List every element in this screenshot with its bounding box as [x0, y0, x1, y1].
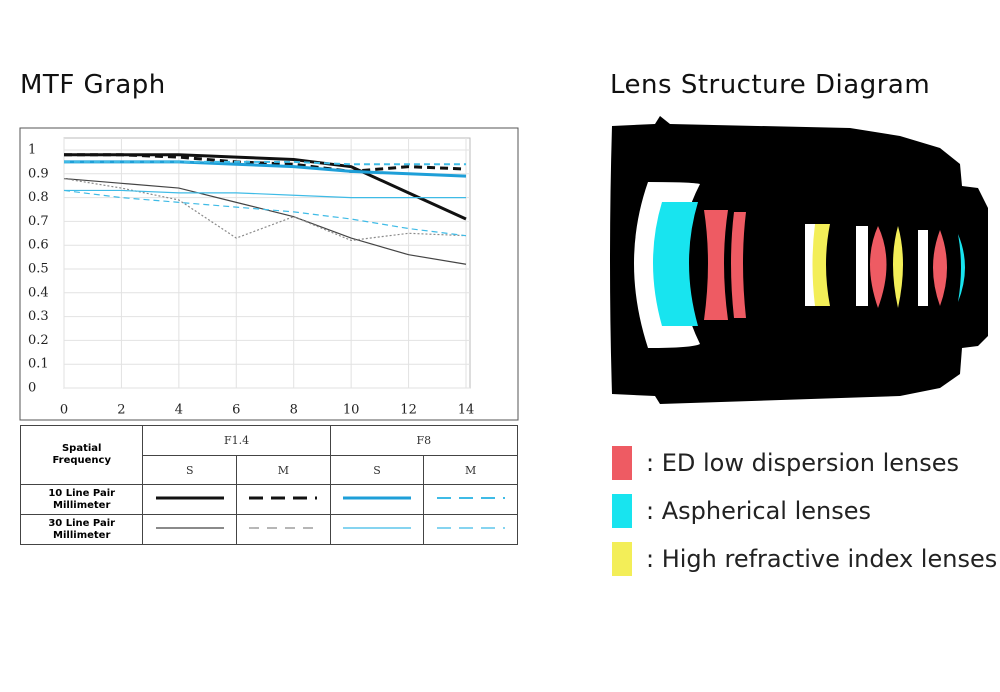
- direction-header: S: [142, 455, 238, 485]
- y-tick-label: 0.9: [28, 166, 49, 181]
- lens-title: Lens Structure Diagram: [610, 70, 931, 100]
- y-tick-label: 0: [28, 381, 36, 396]
- chart: 00.10.20.30.40.50.60.70.80.910 2 4 6 8 10 12 14: [19, 127, 519, 421]
- lens-element: [731, 212, 746, 318]
- table-corner: Spatial Frequency: [19, 425, 144, 485]
- x-tick-label: 2: [117, 403, 125, 418]
- legend-swatch: [612, 494, 632, 528]
- y-tick-label: 0.2: [28, 333, 49, 348]
- legend-sample: [343, 496, 411, 500]
- legend-cell: [329, 484, 425, 515]
- legend-sample: [436, 497, 505, 499]
- legend-item: : ED low dispersion lenses: [612, 446, 959, 480]
- legend-sample: [436, 527, 505, 529]
- legend-cell: [329, 514, 425, 545]
- legend-label: : Aspherical lenses: [646, 497, 871, 525]
- lens-element: [933, 230, 947, 306]
- x-tick-label: 12: [400, 403, 417, 418]
- direction-header: M: [423, 455, 518, 485]
- legend-table: Spatial Frequency F1.4 F8 S M S M 10 Line Pair …: [19, 425, 519, 545]
- y-tick-label: 0.6: [28, 238, 49, 253]
- legend-sample: [249, 496, 318, 500]
- x-tick-label: 4: [175, 403, 183, 418]
- legend-cell: [423, 514, 518, 545]
- series-line: [64, 160, 466, 166]
- legend-cell: [423, 484, 518, 515]
- chart-frame: [19, 127, 519, 421]
- direction-header: S: [329, 455, 425, 485]
- x-tick-label: 8: [290, 403, 298, 418]
- lens-element: [893, 226, 903, 308]
- y-tick-label: 0.3: [28, 309, 49, 324]
- x-tick-label: 6: [232, 403, 240, 418]
- legend-cell: [236, 514, 331, 545]
- legend-sample: [249, 527, 318, 529]
- lens-element: [653, 202, 698, 326]
- y-tick-label: 0.7: [28, 214, 49, 229]
- legend-cell: [142, 514, 238, 545]
- legend-item: : High refractive index lenses: [612, 542, 997, 576]
- series-line: [64, 189, 466, 199]
- legend-swatch: [612, 446, 632, 480]
- series-line: [63, 177, 467, 242]
- x-tick-label: 10: [343, 403, 360, 418]
- y-tick-label: 0.5: [28, 262, 49, 277]
- legend-label: : ED low dispersion lenses: [646, 449, 959, 477]
- legend-label: : High refractive index lenses: [646, 545, 998, 573]
- y-tick-label: 1: [28, 143, 36, 158]
- y-tick-label: 0.1: [28, 357, 49, 372]
- legend-sample: [343, 527, 411, 529]
- lens-body: [610, 116, 988, 404]
- series-line: [64, 160, 467, 178]
- row-header: 10 Line Pair Millimeter: [19, 484, 144, 515]
- x-tick-label: 14: [458, 403, 475, 418]
- lens-element: [918, 230, 928, 306]
- lens-element: [805, 224, 815, 306]
- aperture-header: F1.4: [142, 425, 331, 456]
- legend-sample: [155, 527, 224, 529]
- lens-element: [870, 226, 887, 308]
- legend-cell: [142, 484, 238, 515]
- series-line: [63, 189, 467, 237]
- row-header: 30 Line Pair Millimeter: [19, 514, 144, 545]
- legend-swatch: [612, 542, 632, 576]
- lens-diagram: [610, 116, 988, 404]
- legend-cell: [236, 484, 331, 515]
- lens-element: [812, 224, 830, 306]
- y-tick-label: 0.4: [28, 285, 49, 300]
- lens-element: [704, 210, 728, 320]
- legend-item: : Aspherical lenses: [612, 494, 871, 528]
- lens-element: [856, 226, 868, 306]
- x-tick-label: 0: [60, 403, 68, 418]
- aperture-header: F8: [329, 425, 519, 456]
- chart-title: MTF Graph: [20, 70, 166, 100]
- lens-element: [958, 234, 965, 302]
- series-line: [64, 153, 467, 173]
- y-tick-label: 0.8: [28, 190, 49, 205]
- legend-sample: [155, 496, 224, 500]
- direction-header: M: [236, 455, 331, 485]
